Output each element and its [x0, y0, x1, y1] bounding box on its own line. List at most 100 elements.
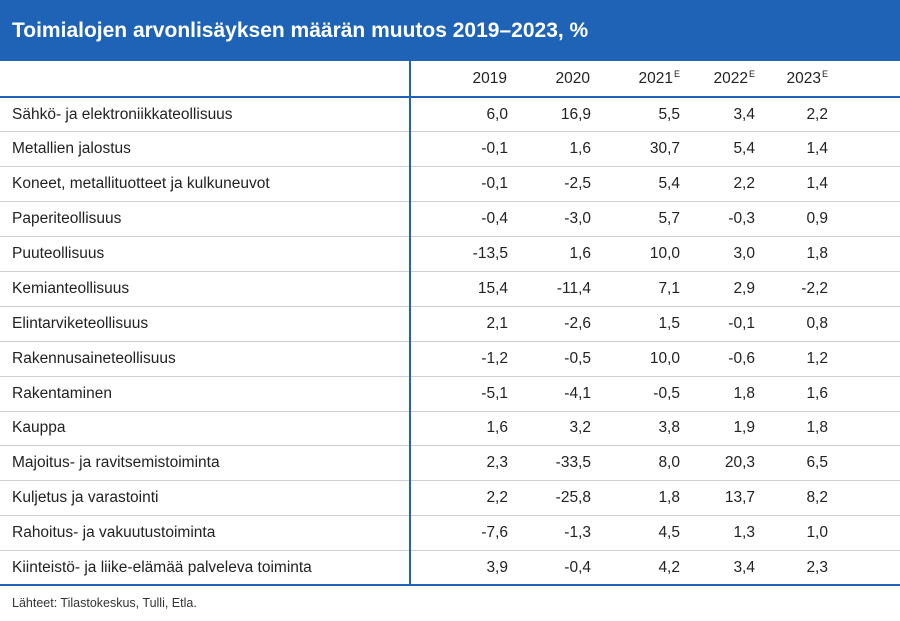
value-cell: 3,4	[682, 550, 757, 587]
value-cell: 4,5	[595, 515, 682, 552]
table-row: Kiinteistö- ja liike-elämää palveleva to…	[0, 550, 900, 587]
header-label-cell	[0, 61, 411, 98]
value-cell: -1,2	[410, 341, 510, 377]
row-label: Kauppa	[0, 411, 411, 447]
value-cell: -0,1	[410, 166, 510, 203]
row-label: Elintarviketeollisuus	[0, 306, 411, 342]
value-cell: 13,7	[682, 480, 757, 517]
value-cell: -25,8	[510, 480, 595, 517]
value-cell: -2,6	[510, 306, 595, 342]
table-row: Rakennusaineteollisuus -1,2 -0,5 10,0 -0,6 1,…	[0, 341, 900, 377]
table-row: Rahoitus- ja vakuutustoiminta -7,6 -1,3 4,5…	[0, 515, 900, 552]
value-cell: 1,8	[757, 236, 900, 272]
table-row: Paperiteollisuus -0,4 -3,0 5,7 -0,3 0,9	[0, 201, 900, 238]
value-cell: 1,6	[757, 376, 900, 412]
value-cell: 5,4	[682, 131, 757, 168]
source-note: Lähteet: Tilastokeskus, Tulli, Etla.	[12, 596, 197, 610]
table-row: Majoitus- ja ravitsemistoiminta 2,3 -33,5 8…	[0, 445, 900, 482]
value-cell: 2,2	[410, 480, 510, 517]
value-cell: 4,2	[595, 550, 682, 587]
value-cell: 1,5	[595, 306, 682, 342]
row-label: Kiinteistö- ja liike-elämää palveleva to…	[0, 550, 411, 587]
table-row: Puuteollisuus -13,5 1,6 10,0 3,0 1,8	[0, 236, 900, 272]
value-cell: 1,4	[757, 131, 900, 168]
value-cell: -2,5	[510, 166, 595, 203]
value-cell: 2,3	[757, 550, 900, 587]
row-label: Metallien jalostus	[0, 131, 411, 168]
value-cell: 0,9	[757, 201, 900, 238]
value-cell: -11,4	[510, 271, 595, 307]
value-cell: 2,1	[410, 306, 510, 342]
value-cell: 16,9	[510, 97, 595, 133]
table-row: Kauppa 1,6 3,2 3,8 1,9 1,8	[0, 411, 900, 447]
value-cell: 3,2	[510, 411, 595, 447]
table-row: Kemianteollisuus 15,4 -11,4 7,1 2,9 -2,2	[0, 271, 900, 307]
value-cell: -0,4	[510, 550, 595, 587]
value-cell: 1,8	[682, 376, 757, 412]
value-cell: 8,0	[595, 445, 682, 482]
row-label: Rakennusaineteollisuus	[0, 341, 411, 377]
value-cell: 1,8	[595, 480, 682, 517]
value-cell: -5,1	[410, 376, 510, 412]
value-cell: 3,4	[682, 97, 757, 133]
column-header-2020: 2020	[510, 61, 595, 98]
value-cell: 5,4	[595, 166, 682, 203]
value-cell: 1,3	[682, 515, 757, 552]
value-cell: -0,1	[682, 306, 757, 342]
row-label: Puuteollisuus	[0, 236, 411, 272]
value-cell: -33,5	[510, 445, 595, 482]
table-body: Sähkö- ja elektroniikkateollisuus 6,0 16,9…	[0, 97, 900, 587]
column-header-2022: 2022E	[682, 61, 757, 98]
value-cell: -0,4	[410, 201, 510, 238]
value-cell: 15,4	[410, 271, 510, 307]
value-cell: 1,6	[410, 411, 510, 447]
value-cell: 2,3	[410, 445, 510, 482]
value-cell: -0,3	[682, 201, 757, 238]
table-row: Metallien jalostus -0,1 1,6 30,7 5,4 1,4	[0, 131, 900, 168]
header-row: 2019 2020 2021E 2022E 2023E	[0, 61, 900, 98]
value-cell: -3,0	[510, 201, 595, 238]
table-row: Kuljetus ja varastointi 2,2 -25,8 1,8 13,7 8,…	[0, 480, 900, 517]
value-cell: 1,6	[510, 131, 595, 168]
value-cell: 7,1	[595, 271, 682, 307]
value-cell: 2,2	[757, 97, 900, 133]
value-cell: -0,5	[595, 376, 682, 412]
value-cell: 5,5	[595, 97, 682, 133]
row-label: Majoitus- ja ravitsemistoiminta	[0, 445, 411, 482]
chart-title: Toimialojen arvonlisäyksen määrän muutos…	[0, 0, 900, 61]
value-cell: 1,4	[757, 166, 900, 203]
value-cell: -1,3	[510, 515, 595, 552]
data-table: 2019 2020 2021E 2022E 2023E Sähkö- ja el…	[0, 61, 900, 587]
value-cell: -0,6	[682, 341, 757, 377]
value-cell: 1,0	[757, 515, 900, 552]
row-label: Rahoitus- ja vakuutustoiminta	[0, 515, 411, 552]
value-cell: 3,9	[410, 550, 510, 587]
value-cell: 0,8	[757, 306, 900, 342]
value-cell: -0,1	[410, 131, 510, 168]
value-cell: -2,2	[757, 271, 900, 307]
row-label: Rakentaminen	[0, 376, 411, 412]
value-cell: -13,5	[410, 236, 510, 272]
column-header-2019: 2019	[410, 61, 510, 98]
table-row: Koneet, metallituotteet ja kulkuneuvot -0…	[0, 166, 900, 203]
table-row: Sähkö- ja elektroniikkateollisuus 6,0 16,9…	[0, 97, 900, 133]
column-header-2023: 2023E	[757, 61, 900, 98]
value-cell: 30,7	[595, 131, 682, 168]
value-cell: 2,9	[682, 271, 757, 307]
value-cell: 1,8	[757, 411, 900, 447]
value-cell: 8,2	[757, 480, 900, 517]
value-cell: 20,3	[682, 445, 757, 482]
value-cell: 6,5	[757, 445, 900, 482]
value-cell: -4,1	[510, 376, 595, 412]
value-cell: 10,0	[595, 341, 682, 377]
value-cell: 10,0	[595, 236, 682, 272]
value-cell: -7,6	[410, 515, 510, 552]
value-cell: 2,2	[682, 166, 757, 203]
value-cell: 5,7	[595, 201, 682, 238]
row-label: Sähkö- ja elektroniikkateollisuus	[0, 97, 411, 133]
row-label: Kemianteollisuus	[0, 271, 411, 307]
column-header-2021: 2021E	[595, 61, 682, 98]
value-cell: 3,8	[595, 411, 682, 447]
table-row: Elintarviketeollisuus 2,1 -2,6 1,5 -0,1 0,8	[0, 306, 900, 342]
